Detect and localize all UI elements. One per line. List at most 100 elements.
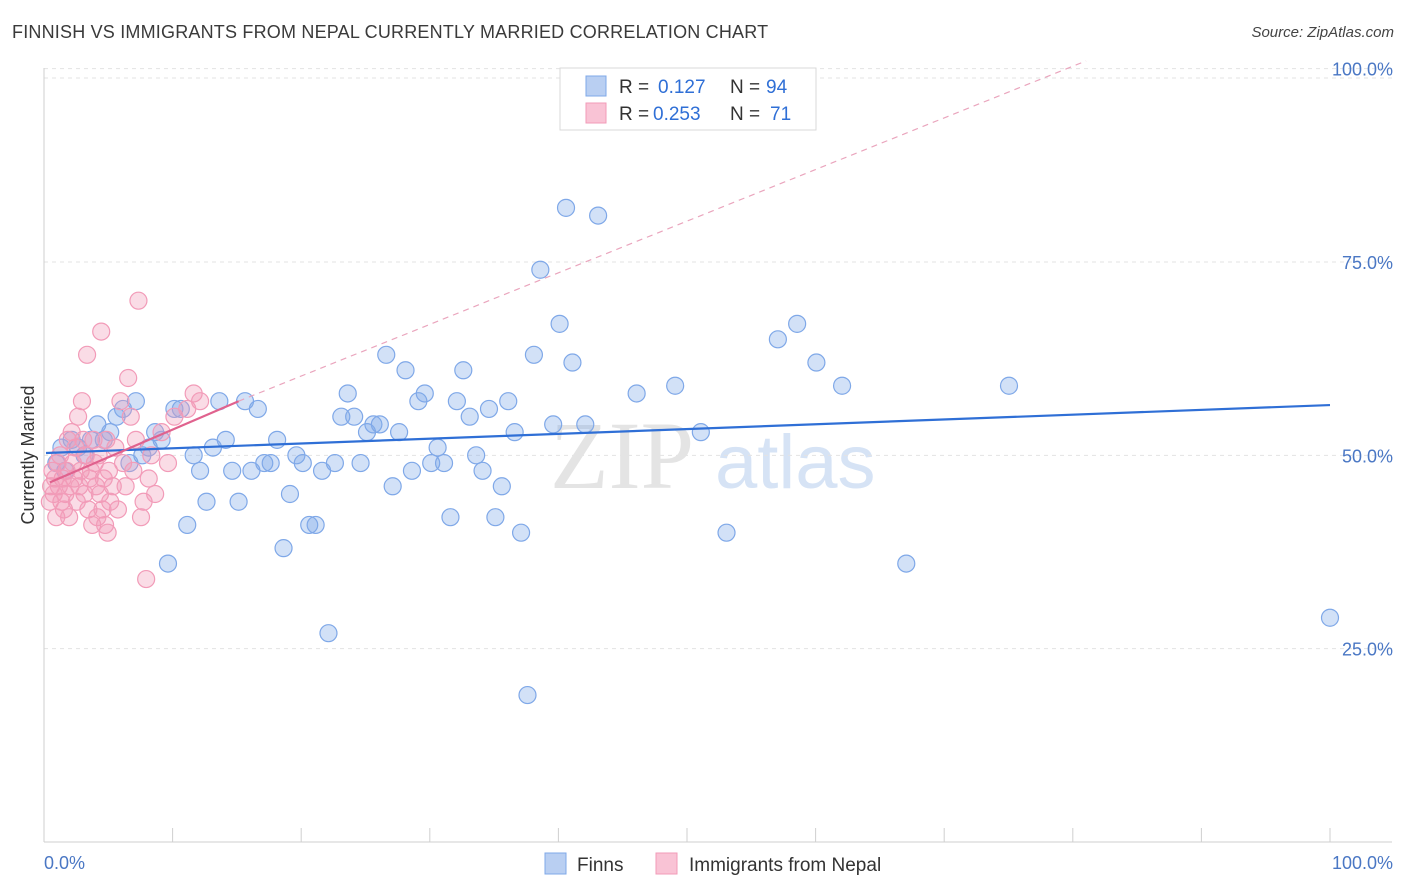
nepal-point bbox=[119, 368, 138, 388]
finns-point bbox=[768, 330, 787, 349]
finns-point bbox=[229, 492, 248, 511]
nepal-point bbox=[101, 492, 120, 511]
finns-point bbox=[370, 415, 389, 434]
finns-point bbox=[390, 423, 409, 442]
x-tick-label: 100.0% bbox=[1332, 853, 1393, 873]
finns-point bbox=[550, 314, 569, 333]
y-axis-title: Currently Married bbox=[18, 385, 38, 524]
finns-point bbox=[190, 461, 210, 480]
nepal-trendline-extension bbox=[238, 60, 1087, 402]
finns-point bbox=[248, 399, 267, 419]
finns-point bbox=[788, 314, 807, 333]
y-tick-labels: 25.0% 50.0% 75.0% 100.0% bbox=[1332, 60, 1393, 660]
nepal-point bbox=[129, 291, 148, 310]
nepal-r-value: 0.253 bbox=[653, 104, 701, 125]
nepal-point bbox=[190, 392, 210, 411]
nepal-point bbox=[108, 500, 128, 519]
finns-point bbox=[300, 515, 319, 535]
nepal-n-label: N = bbox=[730, 104, 760, 125]
finns-trendline bbox=[45, 403, 1331, 455]
finns-point bbox=[441, 508, 460, 527]
finns-r-value: 0.127 bbox=[658, 77, 706, 98]
finns-point bbox=[293, 453, 312, 473]
nepal-point bbox=[158, 453, 178, 473]
finns-point bbox=[467, 446, 486, 465]
finns-point bbox=[544, 415, 563, 434]
legend-nepal-swatch bbox=[655, 852, 678, 875]
finns-point bbox=[589, 206, 608, 225]
legend-nepal-label: Immigrants from Nepal bbox=[689, 855, 881, 876]
y-tick-label: 100.0% bbox=[1332, 60, 1393, 80]
nepal-point bbox=[139, 469, 158, 488]
finns-point bbox=[364, 415, 383, 434]
finns-point bbox=[306, 515, 325, 535]
finns-point bbox=[165, 399, 184, 419]
nepal-point bbox=[116, 477, 135, 496]
finns-point bbox=[556, 198, 576, 217]
finns-point bbox=[126, 392, 145, 411]
finns-point bbox=[274, 539, 293, 558]
y-tick-label: 25.0% bbox=[1342, 640, 1393, 660]
finns-point bbox=[319, 624, 338, 643]
finns-point bbox=[460, 407, 479, 426]
finns-point bbox=[415, 384, 434, 403]
finns-point bbox=[197, 492, 216, 511]
nepal-point bbox=[121, 407, 140, 426]
finns-point bbox=[807, 353, 826, 372]
finns-point bbox=[178, 515, 197, 535]
y-tick-label: 75.0% bbox=[1342, 253, 1393, 273]
nepal-r-label: R = bbox=[619, 104, 649, 125]
finns-n-label: N = bbox=[730, 77, 760, 98]
finns-point bbox=[832, 376, 852, 395]
series-legend: Finns Immigrants from Nepal bbox=[544, 852, 881, 876]
finns-point bbox=[576, 415, 595, 434]
finns-point bbox=[1320, 608, 1340, 627]
legend-finns-swatch bbox=[544, 852, 567, 875]
nepal-point bbox=[103, 477, 122, 496]
finns-point bbox=[999, 376, 1019, 395]
finns-point bbox=[261, 453, 280, 473]
series-finns bbox=[47, 198, 1340, 705]
nepal-point bbox=[111, 392, 130, 411]
finns-point bbox=[454, 361, 473, 380]
finns-point bbox=[338, 384, 357, 403]
nepal-point bbox=[77, 345, 97, 364]
finns-point bbox=[505, 423, 524, 442]
series-nepal bbox=[40, 291, 210, 589]
finns-point bbox=[531, 260, 550, 279]
finns-point bbox=[486, 508, 505, 527]
finns-point bbox=[563, 353, 582, 372]
finns-point bbox=[428, 438, 447, 457]
nepal-point bbox=[68, 407, 88, 426]
finns-point bbox=[332, 407, 351, 426]
finns-point bbox=[666, 376, 685, 395]
x-tick-label: 0.0% bbox=[44, 853, 85, 873]
finns-point bbox=[473, 461, 492, 480]
nepal-point bbox=[93, 500, 112, 519]
nepal-n-value: 71 bbox=[770, 104, 791, 125]
finns-point bbox=[396, 361, 415, 380]
finns-r-label: R = bbox=[619, 77, 649, 98]
finns-point bbox=[216, 430, 235, 449]
watermark-atlas: atlas bbox=[715, 420, 876, 505]
finns-point bbox=[492, 477, 511, 496]
finns-point bbox=[184, 446, 203, 465]
nepal-point bbox=[146, 484, 165, 504]
finns-point bbox=[422, 453, 441, 473]
finns-point bbox=[479, 399, 499, 419]
nepal-trendline bbox=[49, 400, 240, 484]
finns-point bbox=[511, 523, 531, 542]
nepal-point bbox=[124, 461, 143, 480]
finns-point bbox=[518, 685, 537, 705]
source-label: Source: ZipAtlas.com bbox=[1251, 24, 1394, 41]
nepal-point bbox=[72, 392, 92, 411]
finns-n-value: 94 bbox=[766, 77, 788, 98]
finns-point bbox=[351, 453, 370, 473]
nepal-point bbox=[98, 523, 117, 542]
finns-point bbox=[345, 407, 364, 426]
x-ticks bbox=[43, 828, 1331, 842]
finns-point bbox=[691, 423, 710, 442]
finns-point bbox=[499, 392, 518, 411]
finns-swatch bbox=[585, 75, 607, 97]
